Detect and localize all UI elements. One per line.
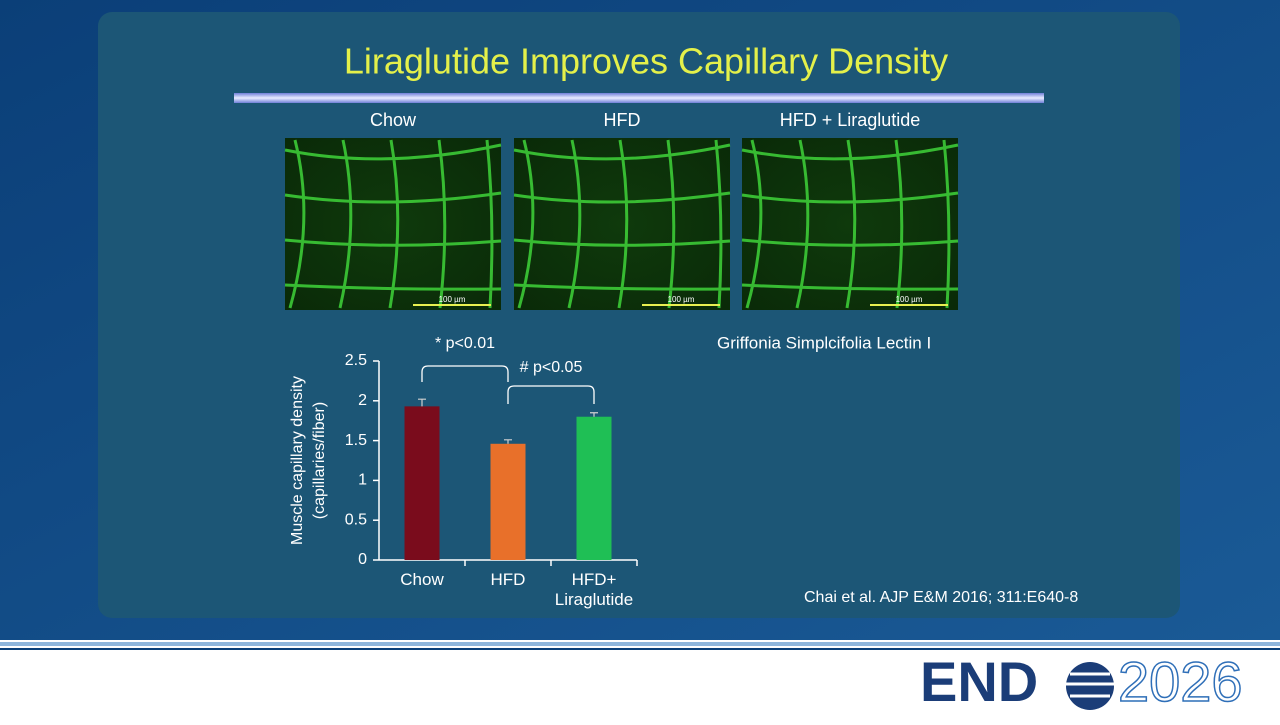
- footer: [0, 640, 1280, 720]
- cell-borders: [513, 139, 731, 309]
- title-rule: [234, 93, 1044, 103]
- bracket: [507, 385, 595, 404]
- y-tick-label: 1: [358, 472, 367, 489]
- y-tick-label: 0.5: [345, 511, 367, 528]
- x-tick-label: Chow: [400, 570, 444, 589]
- scale-label: 100 µm: [668, 295, 695, 304]
- error-bar: [590, 412, 598, 417]
- bar: [404, 406, 440, 560]
- x-tick-label: HFD: [490, 570, 526, 589]
- logo-year: 2026: [1118, 650, 1243, 713]
- footer-rule: [0, 642, 1280, 646]
- bar: [490, 443, 526, 560]
- x-tick-label-box: HFD+ Liraglutide: [554, 570, 634, 609]
- x-tick-label-box: Chow: [400, 570, 444, 589]
- image-label: HFD + Liraglutide: [780, 110, 921, 130]
- bracket: [421, 365, 509, 382]
- y-tick-label: 2.5: [345, 352, 367, 369]
- image-label: Chow: [370, 110, 417, 130]
- logo: END 2026: [920, 649, 1243, 714]
- error-bar: [504, 439, 512, 444]
- chart: 0 0.5 1 1.5 2 2.5 Muscle capillary density (cap…: [289, 335, 638, 609]
- logo-brand: END: [920, 650, 1038, 713]
- cell-borders: [284, 139, 502, 309]
- scale-label: 100 µm: [896, 295, 923, 304]
- x-tick-label: HFD+ Liraglutide: [554, 570, 634, 609]
- bar: [576, 416, 612, 560]
- y-tick-label: 0: [358, 551, 367, 568]
- micrographs: Chow 100 µm HFD 100 µm HFD + Liraglutide 100 …: [284, 110, 959, 310]
- image-label: HFD: [604, 110, 641, 130]
- stain-label: Griffonia Simplcifolia Lectin I: [717, 333, 931, 352]
- scale-label: 100 µm: [439, 295, 466, 304]
- y-tick-label: 2: [358, 392, 367, 409]
- logo-globe: [1066, 662, 1114, 710]
- y-axis-label: (capillaries/fiber): [311, 402, 328, 519]
- error-bar: [418, 398, 426, 407]
- slide-title: Liraglutide Improves Capillary Density: [344, 41, 948, 82]
- y-axis-label: Muscle capillary density: [289, 376, 306, 545]
- annotation: * p<0.01: [435, 335, 495, 352]
- logo-globe-lines: [1066, 672, 1114, 698]
- cell-borders: [741, 139, 959, 309]
- citation: Chai et al. AJP E&M 2016; 311:E640-8: [804, 589, 1078, 606]
- footer-rule: [0, 648, 1280, 650]
- y-tick-label: 1.5: [345, 432, 367, 449]
- x-tick-label-box: HFD: [490, 570, 526, 589]
- annotation: # p<0.05: [520, 359, 583, 376]
